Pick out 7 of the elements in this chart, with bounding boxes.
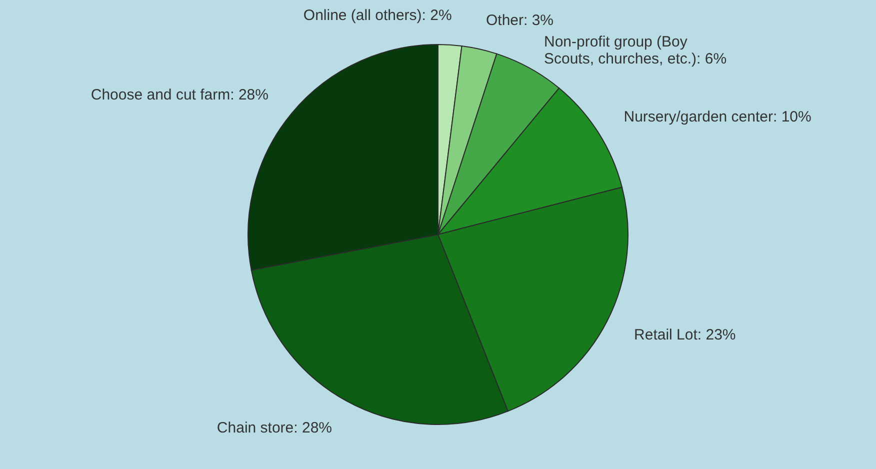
slice-label: Choose and cut farm: 28% [90, 86, 268, 104]
slice-label: Other: 3% [486, 12, 554, 29]
slice-label: Chain store: 28% [216, 419, 332, 436]
slice-label: Online (all others): 2% [303, 6, 452, 24]
slice-label: Nursery/garden center: 10% [624, 108, 812, 126]
slice-label: Retail Lot: 23% [634, 326, 736, 344]
slice-label: Non-profit group (Boy Scouts, churches, etc.): 6% [544, 34, 727, 68]
